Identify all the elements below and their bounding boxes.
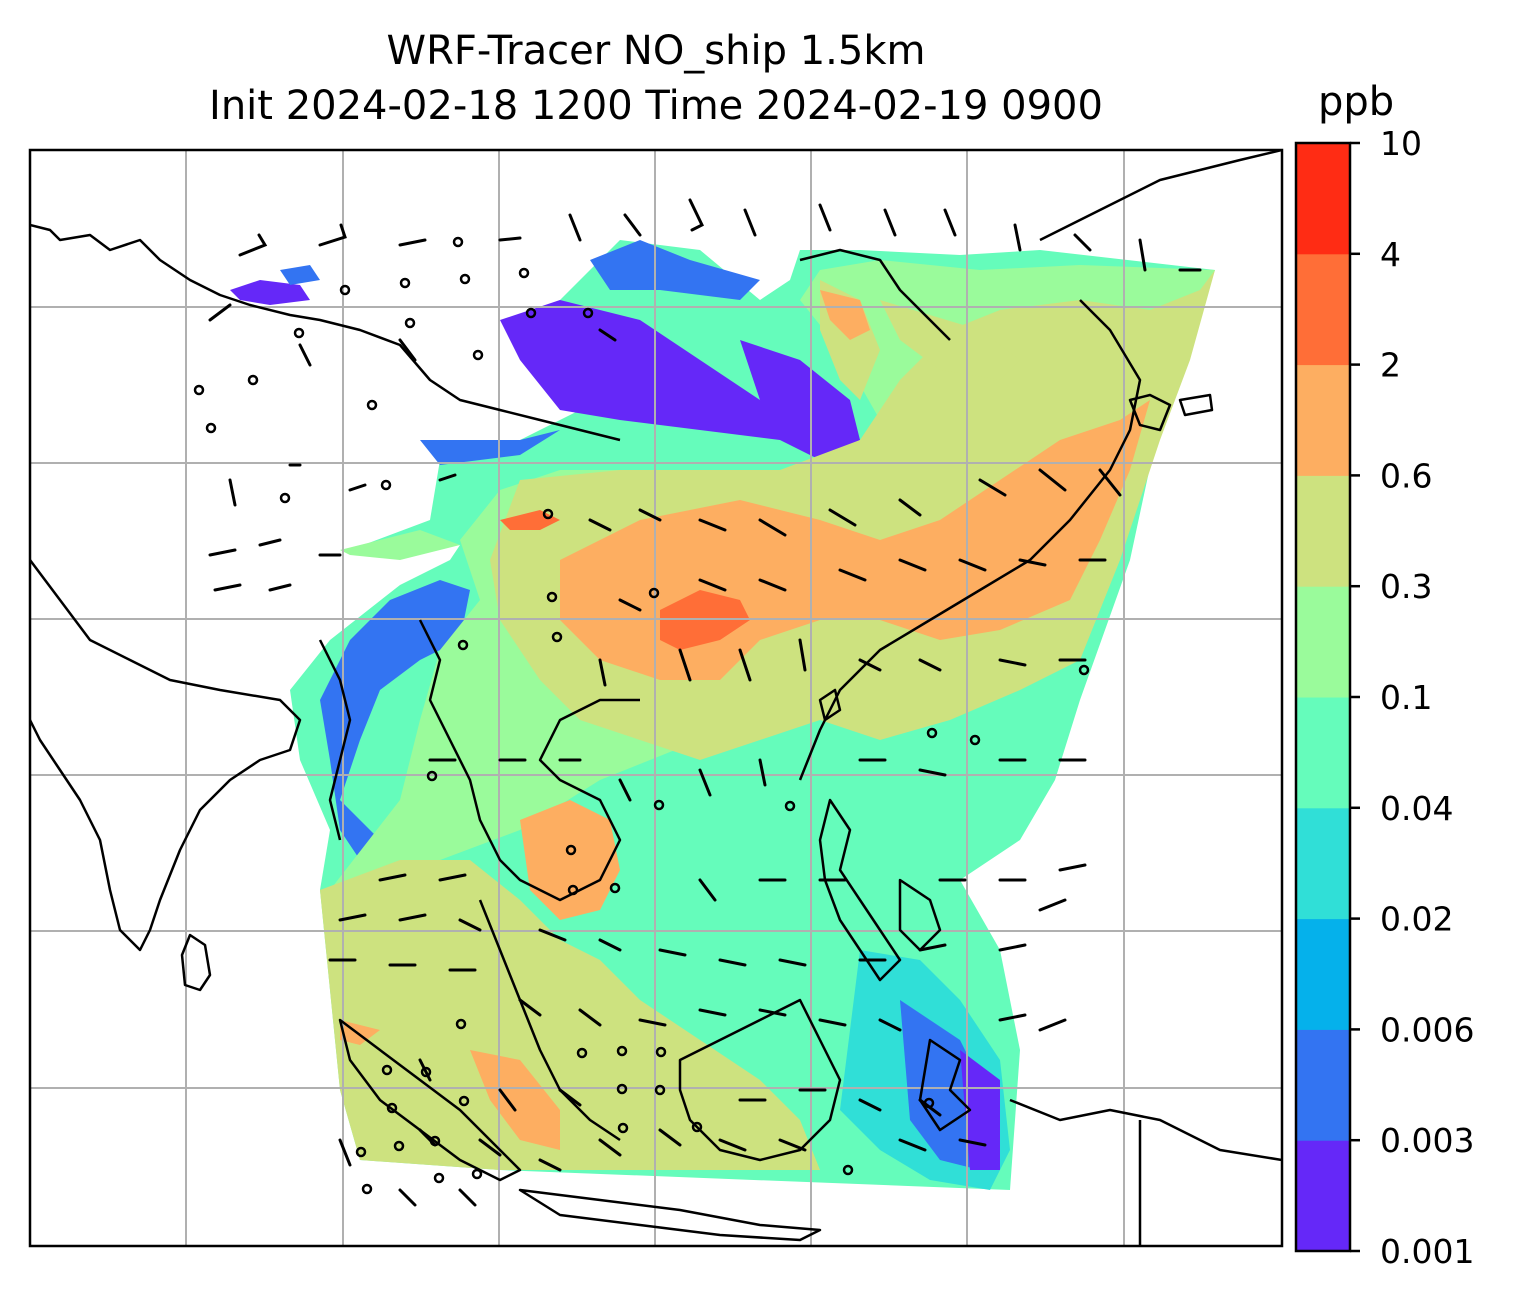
colorbar-block-2: [1296, 918, 1350, 1030]
colorbar-tick-label-10: 10: [1380, 124, 1422, 163]
colorbar-block-1: [1296, 1029, 1350, 1141]
map-panel: [30, 150, 1282, 1246]
plot-title-line1: WRF-Tracer NO_ship 1.5km: [386, 28, 926, 74]
colorbar-block-5: [1296, 586, 1350, 698]
colorbar-tick-label-0: 0.001: [1380, 1232, 1474, 1271]
colorbar-ticks: 0.001 0.003 0.006 0.02 0.04 0.1 0.3 0.6 2 4 10: [1350, 124, 1474, 1271]
colorbar-block-7: [1296, 364, 1350, 476]
wind-barbs: [208, 198, 1202, 1207]
colorbar-tick-label-7: 0.6: [1380, 456, 1432, 495]
coastlines: [30, 150, 1282, 1246]
colorbar-frame: [1294, 141, 1352, 1253]
calm-wind-markers: [193, 236, 1090, 1195]
colorbar-block-3: [1296, 807, 1350, 920]
colorbar-tick-label-6: 0.3: [1380, 567, 1432, 606]
colorbar-tick-label-8: 2: [1380, 346, 1401, 385]
colorbar-block-4: [1296, 697, 1350, 809]
colorbar-tick-label-5: 0.1: [1380, 678, 1432, 717]
colorbar-block-6: [1296, 475, 1350, 587]
colorbar-block-0: [1296, 1140, 1350, 1252]
map-frame: [28, 148, 1284, 1248]
colorbar-tick-label-4: 0.04: [1380, 789, 1453, 828]
colorbar-tick-label-9: 4: [1380, 235, 1401, 274]
colorbar-unit: ppb: [1318, 79, 1395, 125]
colorbar-tick-label-1: 0.003: [1380, 1121, 1474, 1160]
plot-title-line2: Init 2024-02-18 1200 Time 2024-02-19 090…: [209, 83, 1103, 129]
colorbar-tick-label-3: 0.02: [1380, 900, 1453, 939]
concentration-field: [230, 240, 1215, 1190]
colorbar-blocks: [1296, 143, 1350, 1252]
colorbar-block-8: [1296, 253, 1350, 366]
colorbar-block-9: [1296, 143, 1350, 255]
colorbar-tick-label-2: 0.006: [1380, 1010, 1474, 1049]
gridlines: [30, 150, 1282, 1246]
